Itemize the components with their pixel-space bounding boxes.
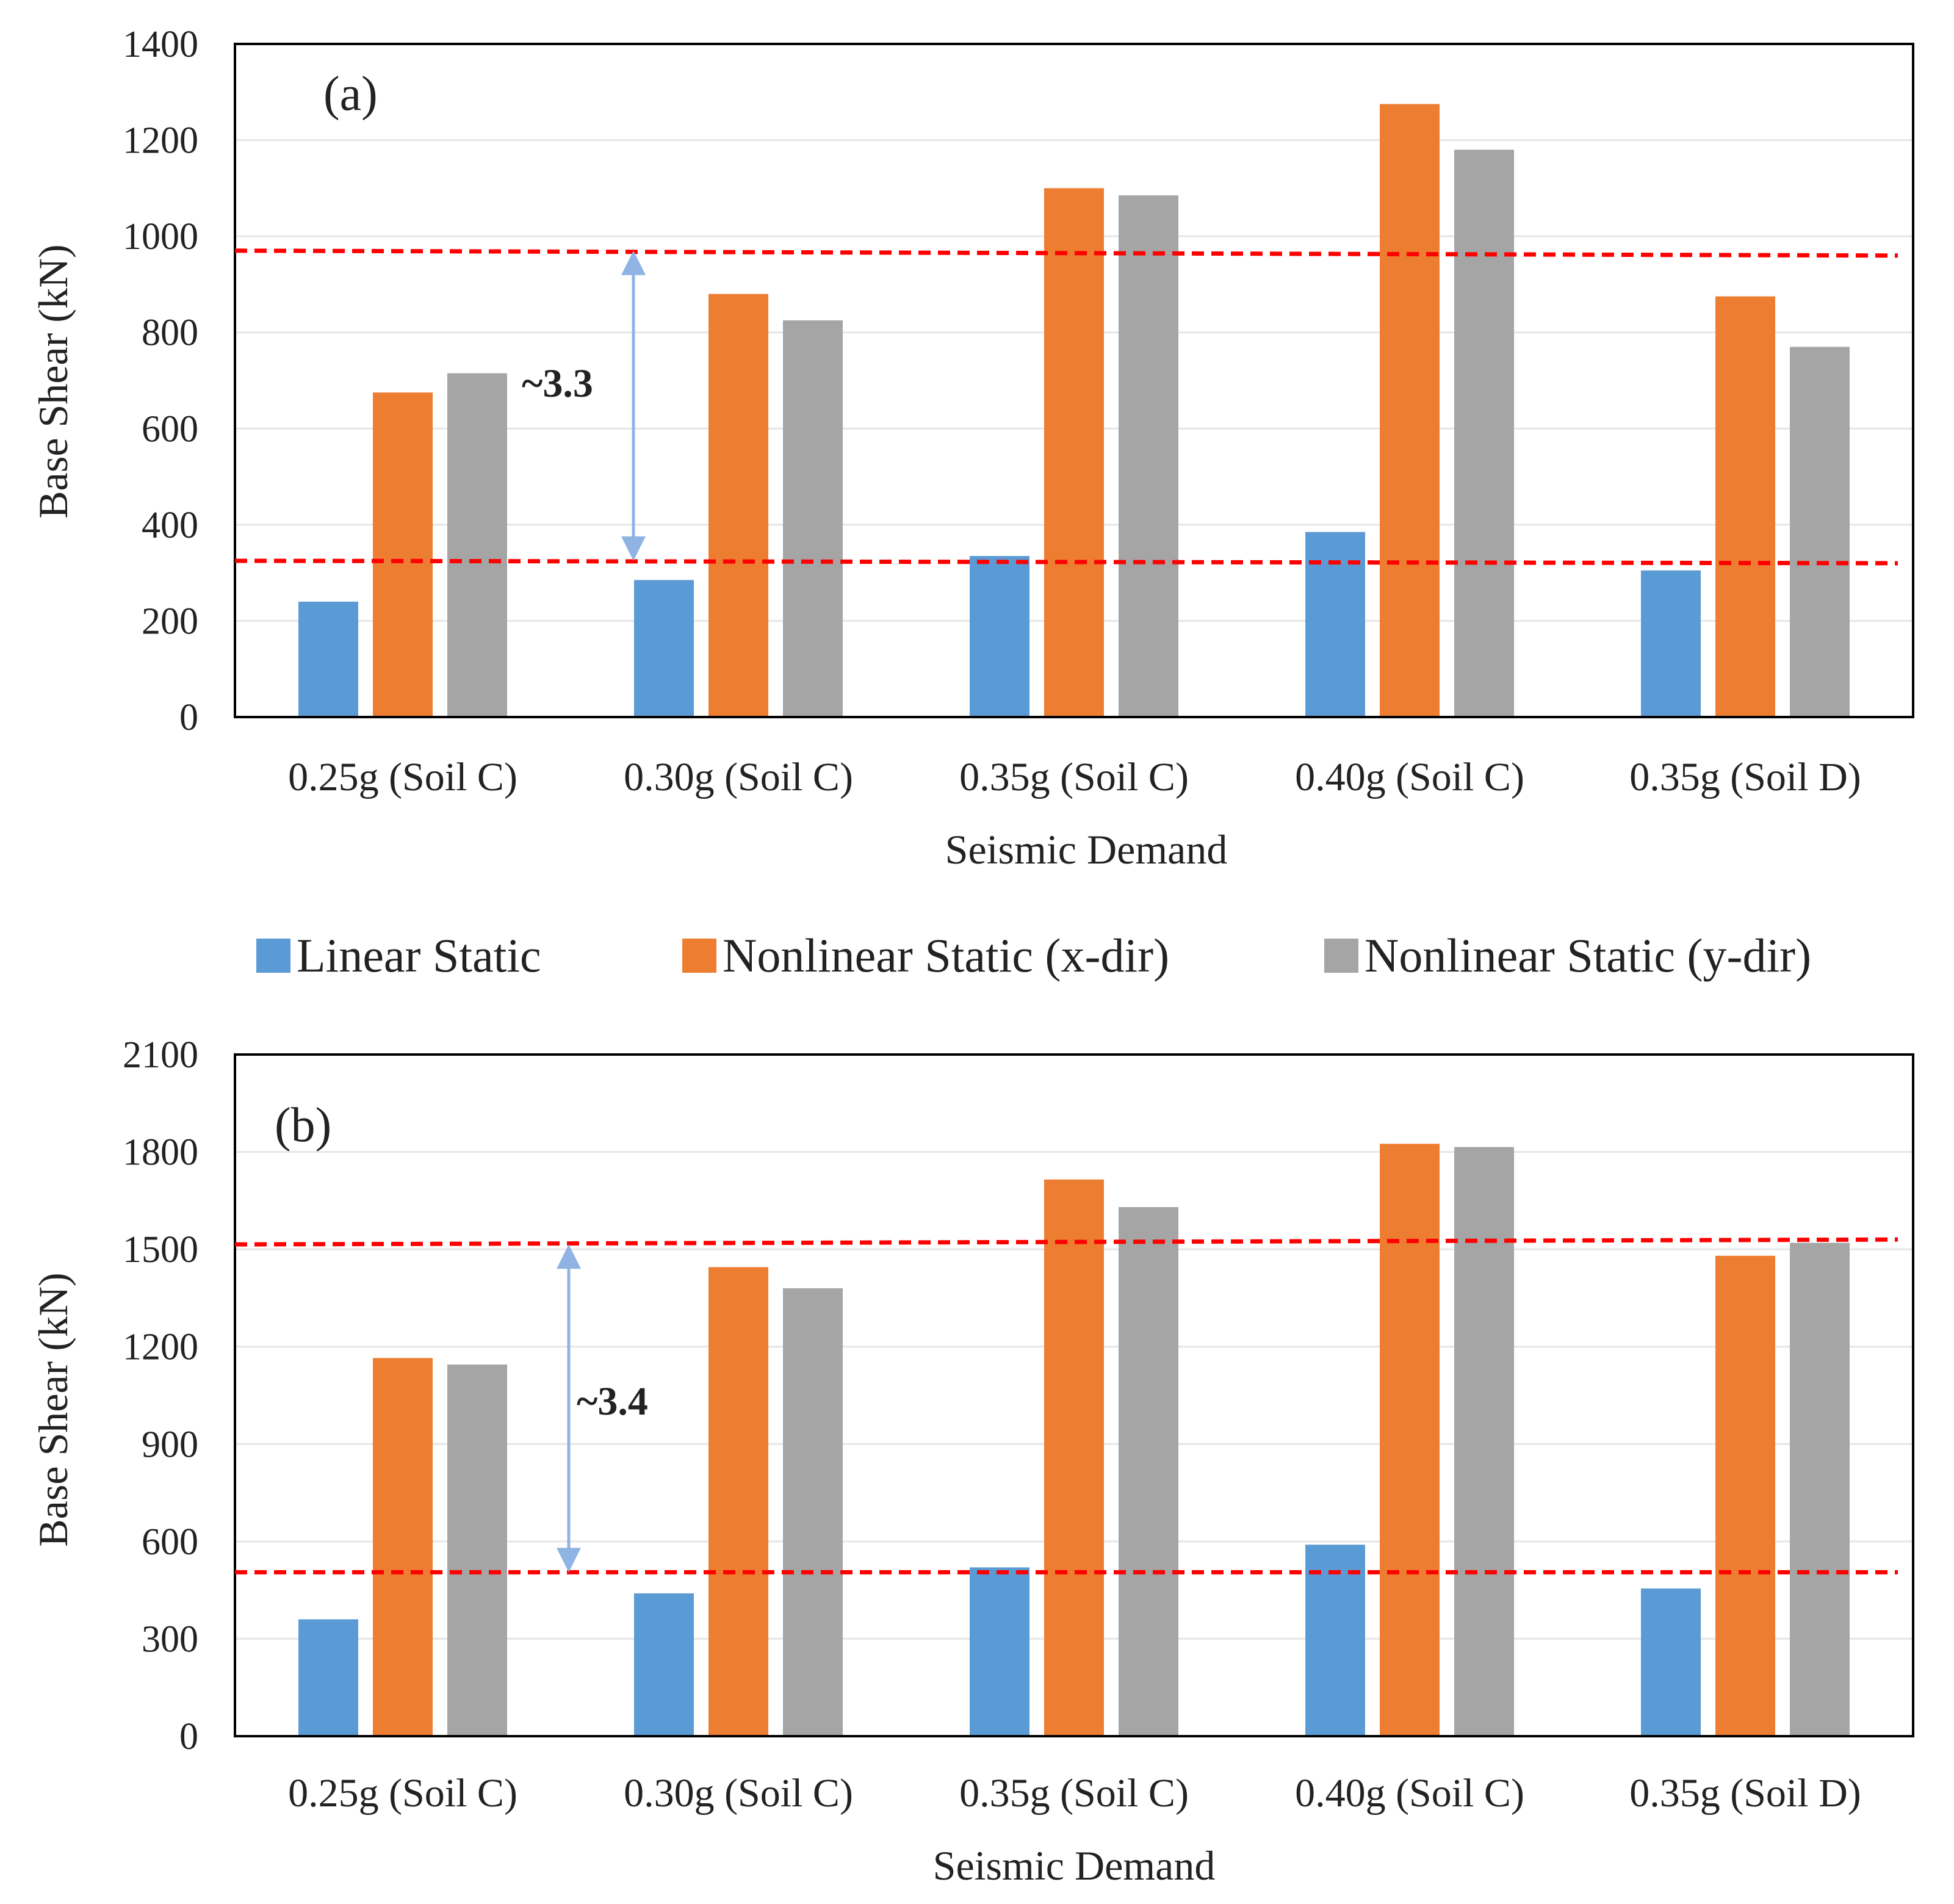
x-tick-label: 0.35g (Soil D) — [1629, 755, 1861, 799]
y-tick-label: 600 — [142, 1521, 198, 1563]
bar — [634, 1593, 694, 1736]
y-tick-label: 2100 — [123, 1034, 198, 1076]
y-tick-label: 0 — [179, 1716, 198, 1758]
x-tick-label: 0.35g (Soil D) — [1629, 1771, 1861, 1816]
y-tick-label: 1500 — [123, 1229, 198, 1271]
y-tick-label: 1400 — [123, 24, 198, 65]
ratio-arrow-head-down — [621, 536, 646, 561]
bar — [1641, 1588, 1701, 1736]
bar — [970, 1567, 1029, 1736]
bar — [1715, 1255, 1775, 1736]
bar — [373, 392, 433, 717]
panel-a-y-axis-title: Base Shear (kN) — [30, 244, 76, 518]
panel-b-y-axis-title: Base Shear (kN) — [30, 1272, 76, 1546]
bar — [1790, 347, 1850, 717]
y-tick-label: 1000 — [123, 216, 198, 258]
panel-a-tag: (a) — [323, 67, 378, 121]
plot-area-frame — [234, 43, 1914, 718]
bar — [970, 556, 1029, 717]
bar — [1715, 296, 1775, 717]
x-tick-label: 0.35g (Soil C) — [959, 755, 1189, 799]
bar — [783, 320, 843, 717]
y-tick-label: 600 — [142, 408, 198, 450]
panel-b-x-axis-title: Seismic Demand — [933, 1842, 1216, 1889]
bar — [634, 580, 694, 717]
ratio-arrow-head-up — [557, 1244, 581, 1269]
plot-area-frame — [234, 1053, 1914, 1737]
bar — [298, 601, 358, 717]
x-tick-label: 0.25g (Soil C) — [288, 1771, 517, 1816]
panel-b-tag: (b) — [275, 1098, 331, 1152]
y-tick-label: 300 — [142, 1618, 198, 1660]
bar — [708, 1267, 768, 1736]
bar — [708, 294, 768, 718]
panel-a-ratio-annotation: ~3.3 — [522, 361, 593, 406]
y-tick-label: 900 — [142, 1424, 198, 1465]
y-tick-label: 1200 — [123, 1327, 198, 1368]
bar — [447, 1364, 507, 1736]
x-tick-label: 0.25g (Soil C) — [288, 755, 517, 799]
bar — [1454, 1147, 1514, 1736]
legend-label-nonlinear-static-x: Nonlinear Static (x-dir) — [723, 929, 1169, 982]
panel-b-chart: (b) ~3.4 Seismic Demand Base Shear (kN) … — [30, 1034, 1914, 1889]
bar — [1305, 1545, 1365, 1736]
lower-reference-line — [234, 558, 1898, 566]
x-tick-label: 0.40g (Soil C) — [1295, 755, 1524, 799]
panel-b-ratio-annotation: ~3.4 — [577, 1379, 648, 1424]
bar — [1305, 532, 1365, 717]
y-tick-label: 800 — [142, 312, 198, 354]
y-tick-label: 0 — [179, 697, 198, 738]
ratio-arrow-head-up — [621, 250, 646, 275]
bar — [1790, 1242, 1850, 1736]
y-tick-label: 200 — [142, 600, 198, 642]
x-tick-label: 0.30g (Soil C) — [624, 755, 853, 799]
x-tick-label: 0.40g (Soil C) — [1295, 1771, 1524, 1816]
y-tick-label: 400 — [142, 505, 198, 546]
legend: Linear Static Nonlinear Static (x-dir) N… — [256, 929, 1811, 982]
bar — [1380, 104, 1440, 717]
bar — [1641, 570, 1701, 717]
bar — [783, 1288, 843, 1736]
x-tick-label: 0.30g (Soil C) — [624, 1771, 853, 1816]
legend-swatch-linear-static — [256, 939, 290, 973]
bar — [1044, 188, 1104, 717]
legend-swatch-nonlinear-static-y — [1324, 939, 1358, 973]
legend-label-nonlinear-static-y: Nonlinear Static (y-dir) — [1365, 929, 1811, 982]
legend-swatch-nonlinear-static-x — [682, 939, 716, 973]
bar — [1119, 1206, 1178, 1736]
y-tick-label: 1200 — [123, 120, 198, 162]
legend-label-linear-static: Linear Static — [297, 929, 541, 982]
upper-reference-line — [234, 1237, 1898, 1247]
panel-a-chart: (a) ~3.3 Seismic Demand Base Shear (kN) … — [30, 24, 1914, 873]
ratio-arrow-head-down — [557, 1548, 581, 1573]
bar — [1454, 150, 1514, 718]
upper-reference-line — [234, 248, 1898, 258]
bar — [373, 1358, 433, 1736]
x-tick-label: 0.35g (Soil C) — [959, 1771, 1189, 1816]
bar — [298, 1619, 358, 1736]
bar — [1119, 195, 1178, 717]
bar — [1380, 1144, 1440, 1736]
bar — [1044, 1179, 1104, 1736]
panel-a-x-axis-title: Seismic Demand — [945, 826, 1228, 873]
bar — [447, 373, 507, 717]
y-tick-label: 1800 — [123, 1132, 198, 1174]
